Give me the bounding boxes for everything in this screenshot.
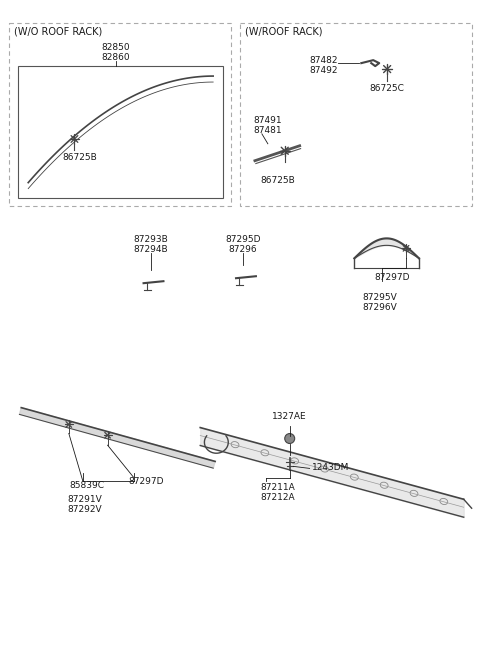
Text: 87212A: 87212A (261, 493, 295, 502)
Polygon shape (19, 407, 215, 468)
Text: 87492: 87492 (309, 66, 337, 75)
Text: 87297D: 87297D (129, 477, 164, 487)
Text: 87293B: 87293B (133, 235, 168, 244)
Text: 87211A: 87211A (261, 483, 295, 493)
Text: 1243DM: 1243DM (312, 464, 349, 472)
Text: 87296V: 87296V (362, 303, 397, 312)
Text: (W/ROOF RACK): (W/ROOF RACK) (245, 26, 323, 36)
Circle shape (285, 434, 295, 443)
Text: 87292V: 87292V (68, 505, 102, 514)
Text: 82850: 82850 (101, 43, 130, 52)
Text: 86725B: 86725B (261, 176, 295, 185)
Text: 87482: 87482 (309, 56, 337, 65)
Text: 87294B: 87294B (133, 246, 168, 254)
Text: 87491: 87491 (253, 116, 282, 125)
Text: 86725C: 86725C (370, 84, 405, 93)
Text: 85839C: 85839C (69, 481, 104, 491)
Text: 87481: 87481 (253, 126, 282, 135)
Text: 82860: 82860 (101, 53, 130, 62)
Text: 1327AE: 1327AE (272, 411, 307, 421)
Text: 87295D: 87295D (225, 235, 261, 244)
Text: (W/O ROOF RACK): (W/O ROOF RACK) (14, 26, 103, 36)
Text: 87297D: 87297D (374, 273, 410, 282)
Text: 87295V: 87295V (362, 293, 397, 302)
Text: 87296: 87296 (228, 246, 257, 254)
Text: 87291V: 87291V (68, 495, 102, 504)
Text: 86725B: 86725B (62, 153, 97, 162)
